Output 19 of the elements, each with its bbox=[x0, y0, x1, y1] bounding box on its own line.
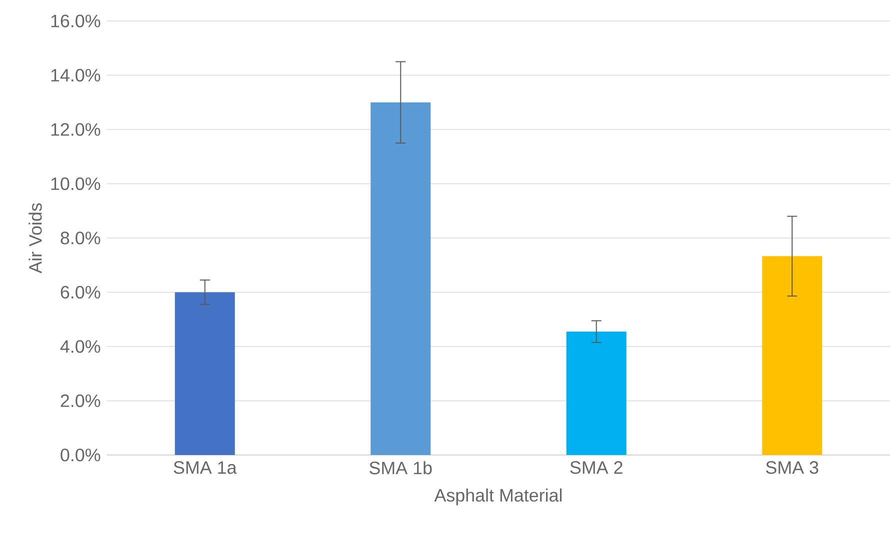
bar bbox=[370, 102, 431, 455]
x-tick-label: SMA 2 bbox=[570, 461, 622, 474]
y-tick-label: 8.0% bbox=[60, 232, 100, 244]
x-tick-label: SMA 3 bbox=[766, 461, 818, 474]
x-tick-label: SMA 1b bbox=[370, 461, 432, 474]
y-axis-title: Air Voids bbox=[28, 203, 42, 274]
bar bbox=[762, 256, 822, 455]
y-tick-label: 10.0% bbox=[51, 177, 100, 190]
y-tick-label: 14.0% bbox=[51, 68, 100, 82]
y-tick-label: 0.0% bbox=[60, 448, 100, 462]
y-tick-label: 12.0% bbox=[51, 123, 100, 136]
y-tick-label: 4.0% bbox=[60, 340, 100, 353]
y-tick-label: 2.0% bbox=[60, 394, 100, 408]
bar bbox=[174, 292, 235, 455]
x-axis-title: Asphalt Material bbox=[434, 488, 562, 506]
y-tick-label: 6.0% bbox=[60, 286, 100, 299]
bar bbox=[566, 332, 626, 455]
y-tick-label: 16.0% bbox=[51, 14, 100, 28]
x-tick-label: SMA 1a bbox=[174, 461, 237, 474]
